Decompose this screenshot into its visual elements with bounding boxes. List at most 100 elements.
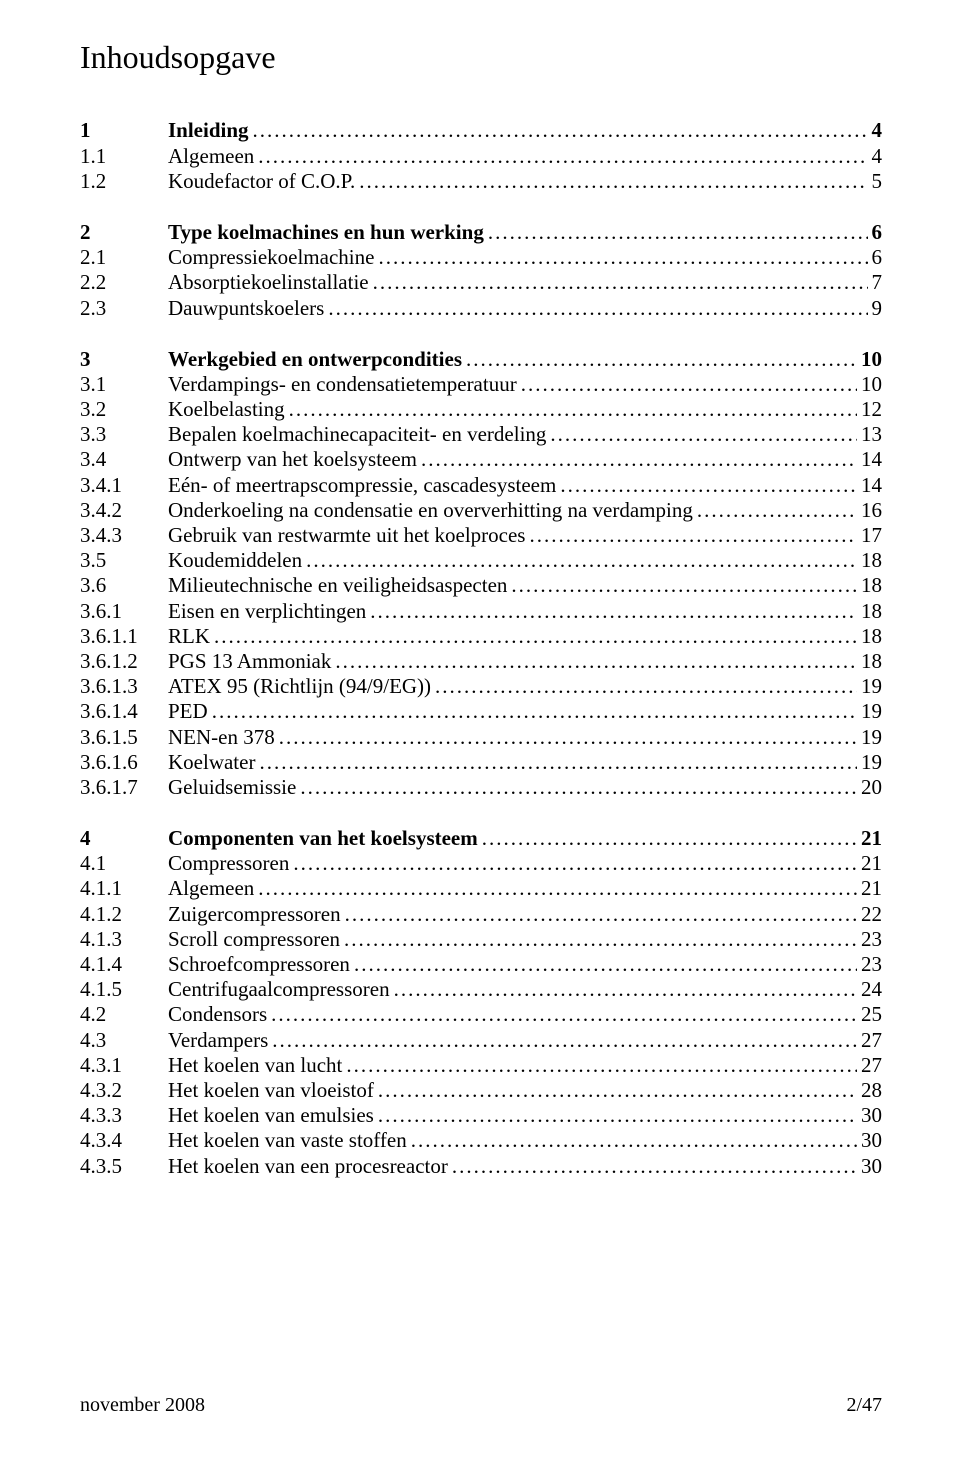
toc-entry-page: 25 (861, 1002, 882, 1027)
toc-leader (378, 1103, 857, 1128)
footer-right: 2/47 (846, 1393, 882, 1417)
toc-entry-number: 3.6.1.6 (80, 750, 168, 775)
toc-entry-text: Het koelen van een procesreactor (168, 1154, 448, 1179)
toc-row: 2.1Compressiekoelmachine 6 (80, 245, 882, 270)
toc-leader (511, 573, 857, 598)
toc-leader (214, 624, 857, 649)
toc-entry-number: 2.2 (80, 270, 168, 295)
toc-entry-text: Koelbelasting (168, 397, 285, 422)
toc-leader (359, 169, 867, 194)
toc-leader (394, 977, 857, 1002)
toc-leader (289, 397, 857, 422)
toc-entry-number: 3.6.1.5 (80, 725, 168, 750)
toc-entry-page: 30 (861, 1128, 882, 1153)
toc-leader (328, 296, 867, 321)
toc-row: 1Inleiding 4 (80, 118, 882, 143)
toc-entry-page: 22 (861, 902, 882, 927)
toc-row: 4.3.2Het koelen van vloeistof 28 (80, 1078, 882, 1103)
toc-entry-text: Scroll compressoren (168, 927, 340, 952)
toc-row: 4.3Verdampers 27 (80, 1028, 882, 1053)
toc-entry-number: 4.1.2 (80, 902, 168, 927)
toc-title: Inhoudsopgave (80, 38, 882, 76)
toc-entry-page: 14 (861, 473, 882, 498)
toc-leader (345, 902, 857, 927)
toc-row: 4.1.1Algemeen 21 (80, 876, 882, 901)
toc-row: 3.1Verdampings- en condensatietemperatuu… (80, 372, 882, 397)
toc-entry-number: 3.6.1.7 (80, 775, 168, 800)
toc-entry-page: 19 (861, 699, 882, 724)
toc-entry-number: 3.6.1.3 (80, 674, 168, 699)
footer-left: november 2008 (80, 1393, 205, 1417)
toc-row: 3.2Koelbelasting 12 (80, 397, 882, 422)
toc-entry-number: 3 (80, 347, 168, 372)
toc-leader (435, 674, 857, 699)
toc-entry-page: 16 (861, 498, 882, 523)
toc-entry-page: 30 (861, 1154, 882, 1179)
toc-entry-page: 10 (861, 347, 882, 372)
toc-entry-page: 13 (861, 422, 882, 447)
toc-entry-text: Koudefactor of C.O.P. (168, 169, 355, 194)
toc-row: 3.6.1.3ATEX 95 (Richtlijn (94/9/EG)) 19 (80, 674, 882, 699)
toc-container: 1Inleiding 41.1Algemeen 41.2Koudefactor … (80, 118, 882, 1178)
toc-leader (354, 952, 857, 977)
toc-leader (300, 775, 857, 800)
toc-entry-number: 3.4 (80, 447, 168, 472)
toc-entry-number: 1.2 (80, 169, 168, 194)
toc-entry-page: 18 (861, 599, 882, 624)
toc-leader (373, 270, 868, 295)
toc-row: 3.4Ontwerp van het koelsysteem 14 (80, 447, 882, 472)
toc-entry-page: 18 (861, 649, 882, 674)
toc-leader (306, 548, 857, 573)
toc-entry-text: Componenten van het koelsysteem (168, 826, 478, 851)
toc-entry-text: Algemeen (168, 144, 254, 169)
toc-row: 3.5Koudemiddelen 18 (80, 548, 882, 573)
toc-entry-page: 9 (872, 296, 883, 321)
toc-row: 3.6.1.6Koelwater 19 (80, 750, 882, 775)
toc-row: 4.1.4Schroefcompressoren 23 (80, 952, 882, 977)
toc-row: 4.1.2Zuigercompressoren 22 (80, 902, 882, 927)
toc-entry-page: 28 (861, 1078, 882, 1103)
toc-block: 2Type koelmachines en hun werking 62.1Co… (80, 220, 882, 321)
toc-entry-page: 18 (861, 548, 882, 573)
toc-entry-page: 20 (861, 775, 882, 800)
toc-entry-page: 21 (861, 851, 882, 876)
toc-entry-page: 23 (861, 952, 882, 977)
toc-entry-text: Het koelen van lucht (168, 1053, 342, 1078)
toc-leader (335, 649, 857, 674)
toc-block: 4Componenten van het koelsysteem 214.1Co… (80, 826, 882, 1179)
toc-entry-page: 21 (861, 876, 882, 901)
toc-entry-number: 4.3.2 (80, 1078, 168, 1103)
toc-entry-number: 3.4.3 (80, 523, 168, 548)
toc-entry-text: Dauwpuntskoelers (168, 296, 324, 321)
toc-block: 1Inleiding 41.1Algemeen 41.2Koudefactor … (80, 118, 882, 194)
toc-leader (370, 599, 857, 624)
toc-entry-number: 2 (80, 220, 168, 245)
toc-entry-page: 23 (861, 927, 882, 952)
toc-leader (258, 144, 867, 169)
toc-entry-page: 18 (861, 624, 882, 649)
toc-entry-page: 18 (861, 573, 882, 598)
toc-leader (212, 699, 857, 724)
toc-entry-number: 3.6.1.2 (80, 649, 168, 674)
toc-entry-text: Compressoren (168, 851, 289, 876)
toc-entry-number: 4.1.1 (80, 876, 168, 901)
toc-row: 3.3Bepalen koelmachinecapaciteit- en ver… (80, 422, 882, 447)
toc-leader (271, 1002, 857, 1027)
toc-leader (421, 447, 857, 472)
toc-leader (697, 498, 857, 523)
toc-leader (344, 927, 857, 952)
toc-leader (253, 118, 868, 143)
toc-entry-number: 2.3 (80, 296, 168, 321)
toc-entry-text: Milieutechnische en veiligheidsaspecten (168, 573, 507, 598)
toc-entry-text: Zuigercompressoren (168, 902, 341, 927)
toc-row: 2Type koelmachines en hun werking 6 (80, 220, 882, 245)
toc-row: 3.6Milieutechnische en veiligheidsaspect… (80, 573, 882, 598)
toc-row: 4.3.5Het koelen van een procesreactor 30 (80, 1154, 882, 1179)
toc-leader (521, 372, 857, 397)
toc-entry-text: Het koelen van emulsies (168, 1103, 374, 1128)
toc-entry-text: PED (168, 699, 208, 724)
toc-leader (560, 473, 857, 498)
toc-leader (466, 347, 857, 372)
toc-leader (258, 876, 857, 901)
toc-entry-page: 24 (861, 977, 882, 1002)
